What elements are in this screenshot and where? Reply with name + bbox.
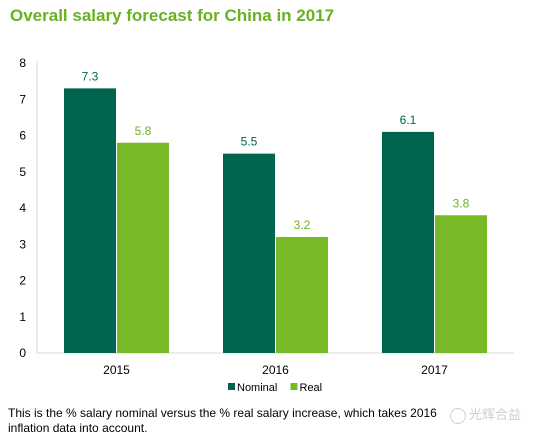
x-tick-label: 2015 bbox=[103, 363, 130, 377]
bar-real-2015 bbox=[117, 142, 169, 353]
y-tick-label: 2 bbox=[19, 274, 26, 288]
chart-caption: This is the % salary nominal versus the … bbox=[8, 406, 437, 435]
data-label-real-2016: 3.2 bbox=[294, 218, 311, 232]
legend-label-real: Real bbox=[300, 382, 323, 394]
bar-nominal-2015 bbox=[64, 88, 116, 353]
data-label-nominal-2016: 5.5 bbox=[241, 135, 258, 149]
wechat-icon bbox=[450, 407, 466, 424]
x-tick-label: 2016 bbox=[262, 363, 289, 377]
bar-real-2016 bbox=[276, 237, 328, 353]
x-tick-label: 2017 bbox=[421, 363, 448, 377]
bar-chart: 0 1 2 3 4 5 6 7 8 7.3 5.8 2015 5.5 3.2 2016 6.1 3.8 2017 N… bbox=[19, 56, 514, 394]
y-tick-label: 7 bbox=[19, 92, 26, 106]
y-tick-label: 3 bbox=[19, 237, 26, 251]
y-tick-label: 1 bbox=[19, 310, 26, 324]
data-label-nominal-2017: 6.1 bbox=[400, 113, 417, 127]
legend-swatch-nominal bbox=[228, 383, 235, 390]
bar-nominal-2016 bbox=[223, 153, 275, 353]
bar-nominal-2017 bbox=[382, 131, 434, 353]
y-tick-label: 5 bbox=[19, 165, 26, 179]
chart-title: Overall salary forecast for China in 201… bbox=[10, 6, 335, 25]
watermark: 光辉合益 bbox=[450, 404, 521, 424]
y-tick-label: 8 bbox=[19, 56, 26, 70]
legend-swatch-real bbox=[290, 383, 298, 390]
y-tick-label: 6 bbox=[19, 129, 26, 143]
legend-label-nominal: Nominal bbox=[237, 382, 277, 394]
bar-real-2017 bbox=[435, 215, 487, 353]
watermark-text: 光辉合益 bbox=[469, 407, 522, 422]
data-label-nominal-2015: 7.3 bbox=[82, 69, 99, 83]
data-label-real-2017: 3.8 bbox=[453, 196, 470, 210]
y-tick-label: 0 bbox=[19, 346, 26, 360]
data-label-real-2015: 5.8 bbox=[135, 124, 152, 138]
y-tick-label: 4 bbox=[19, 201, 26, 215]
